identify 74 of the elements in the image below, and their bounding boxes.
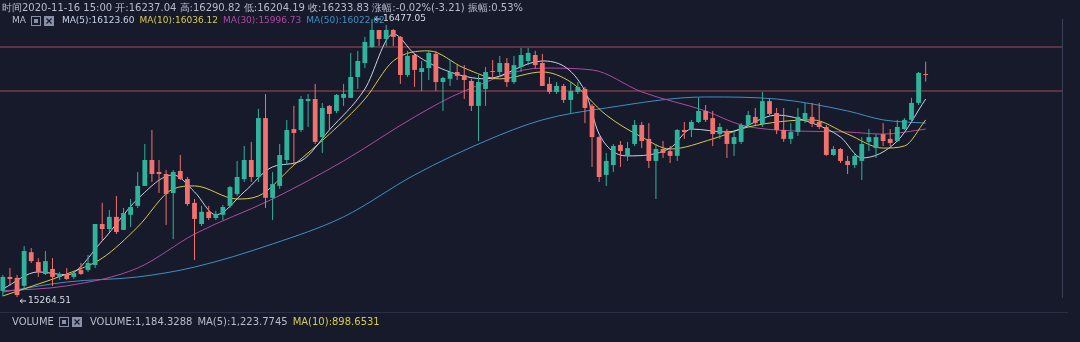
text: MA(50):16022.62 [306,15,385,26]
annotation: 15264.51 [28,295,71,306]
candlestick [99,202,105,242]
candlestick [894,119,900,143]
candlestick [866,128,872,152]
candlestick [270,171,275,221]
candlestick [383,24,389,47]
candlestick [326,104,332,131]
candlestick [639,121,645,149]
candlestick [809,102,815,128]
candlestick [412,52,417,88]
candlestick [497,55,503,78]
candlestick [362,36,368,69]
candlestick [667,145,673,164]
candlestick [248,141,254,183]
candlestick [163,169,169,226]
candlestick [241,145,247,183]
candlestick [625,141,630,162]
candlestick [788,122,794,145]
candlestick [50,257,55,287]
text: MA(5):1,223.7745 [197,316,288,327]
candlestick [610,143,616,173]
candlestick [738,122,744,145]
candlestick [234,160,240,197]
text: MA(10):898.6531 [292,316,380,327]
candlestick [923,61,929,83]
candlestick [0,274,6,297]
candlestick [405,50,410,78]
candlestick [504,57,510,88]
candlestick [539,53,545,87]
candlestick [43,250,48,276]
candlestick [291,105,297,166]
candlestick [760,91,765,128]
candlestick [490,59,496,80]
candlestick [618,140,623,168]
candlestick [341,83,346,107]
candlestick [128,198,134,228]
candlestick [334,93,339,114]
candlestick [646,122,652,169]
candlestick [121,207,126,231]
candlestick [35,257,41,278]
candlestick [710,110,716,147]
candlestick [426,50,432,81]
candlestick [816,102,822,130]
candlestick [348,52,354,99]
candlestick [355,50,361,90]
candlestick [909,97,914,123]
candlestick [177,154,183,181]
candlestick [859,136,865,181]
candlestick [561,83,567,104]
candlestick [781,107,787,143]
candlestick [419,60,425,92]
candlestick [170,169,176,240]
candlestick [135,171,141,209]
text: VOLUME:1,184.3288 [89,316,193,327]
candlestick [845,155,850,175]
candlestick [114,195,119,235]
text: VOLUME [12,316,54,327]
candlestick [603,152,609,187]
candlestick [568,81,574,114]
candlestick [696,97,701,124]
chart-title: 时间2020-11-16 15:00 开:16237.04 高:16290.82 低:16204.19 收:16233.83 涨幅:-0.02%(-3.21) 振幅:0.53% [2,1,524,14]
text: MA(10):16036.12 [139,15,218,26]
candlestick [632,119,638,147]
text: MA(5):16123.60 [61,15,135,26]
text: MA(30):15996.73 [222,15,302,26]
chart-subtitle: MA [12,15,26,26]
candlestick [461,64,467,100]
candlestick [483,66,488,107]
candlestick [476,74,481,142]
candlestick [192,198,197,261]
candlestick [199,205,205,227]
candlestick [106,209,112,233]
candlestick [774,107,780,135]
